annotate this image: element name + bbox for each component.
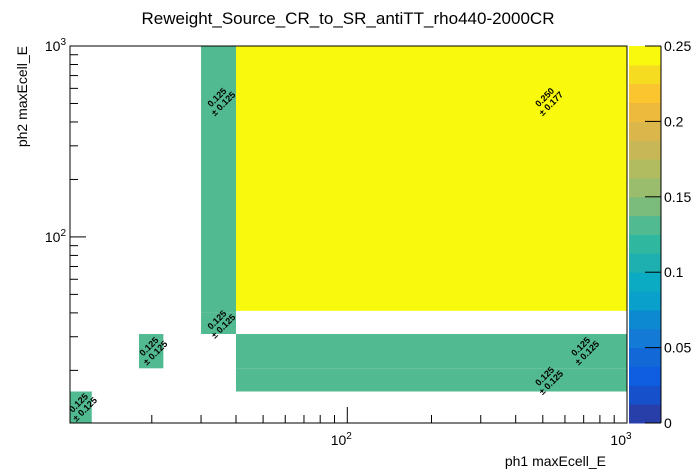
heatmap-cell <box>201 312 236 335</box>
color-bar-tick-label: 0.25 <box>664 38 691 54</box>
heatmap-cell <box>201 46 236 313</box>
color-bar-swatch <box>629 404 661 424</box>
color-bar-tick-label: 0.2 <box>664 113 684 129</box>
cells-layer <box>70 46 627 423</box>
color-bar-swatch <box>629 366 661 386</box>
plot-frame <box>69 45 628 424</box>
color-bar-swatch <box>629 196 661 217</box>
color-bar-swatch <box>629 291 661 311</box>
heatmap-cell <box>70 391 92 423</box>
color-bar-swatch <box>629 215 661 235</box>
color-bar-swatch <box>629 102 661 122</box>
y-axis-label: ph2 maxEcell_E <box>14 46 30 147</box>
color-bar-tick-label: 0.05 <box>664 340 691 356</box>
color-bar-tick-label: 0.15 <box>664 189 691 205</box>
y-tick-exp: 2 <box>60 228 66 239</box>
color-bar-swatch <box>629 83 661 104</box>
color-bar-tick-label: 0 <box>664 415 672 431</box>
color-bar-swatch <box>629 159 661 179</box>
heatmap-cell <box>138 334 164 369</box>
color-bar-swatch <box>629 347 661 367</box>
y-tick-exp: 3 <box>60 37 66 48</box>
color-bar-swatch <box>629 140 661 160</box>
color-bar-swatch <box>629 272 661 292</box>
x-tick-exp: 2 <box>346 431 352 442</box>
x-tick-base: 10 <box>610 432 626 448</box>
x-tick-exp: 3 <box>626 431 632 442</box>
color-bar-swatch <box>629 121 661 141</box>
heatmap-cell <box>235 368 627 392</box>
color-bar-swatch <box>629 385 661 405</box>
x-tick-label: 102 <box>331 431 353 448</box>
y-tick-base: 10 <box>45 38 61 54</box>
heatmap-cell <box>235 46 627 311</box>
y-tick-label: 102 <box>45 228 67 245</box>
chart-title: Reweight_Source_CR_to_SR_antiTT_rho440-2… <box>142 9 555 28</box>
color-bar-swatch <box>629 64 661 85</box>
y-tick-label: 103 <box>45 37 67 54</box>
x-tick-base: 10 <box>331 432 347 448</box>
x-axis-label: ph1 maxEcell_E <box>505 453 606 469</box>
color-bar-tick-label: 0.1 <box>664 264 684 280</box>
color-bar-swatch <box>629 309 661 330</box>
color-bar-swatch <box>629 328 661 349</box>
x-tick-label: 103 <box>610 431 632 448</box>
color-bar-swatch <box>629 177 661 198</box>
color-bar: 0 0.05 0.1 0.15 0.2 0.25 <box>629 38 691 431</box>
color-bar-swatch <box>629 234 661 254</box>
y-tick-base: 10 <box>45 229 61 245</box>
color-bar-swatch <box>629 253 661 273</box>
heatmap-cell <box>235 334 627 369</box>
color-bar-swatch <box>629 46 661 66</box>
